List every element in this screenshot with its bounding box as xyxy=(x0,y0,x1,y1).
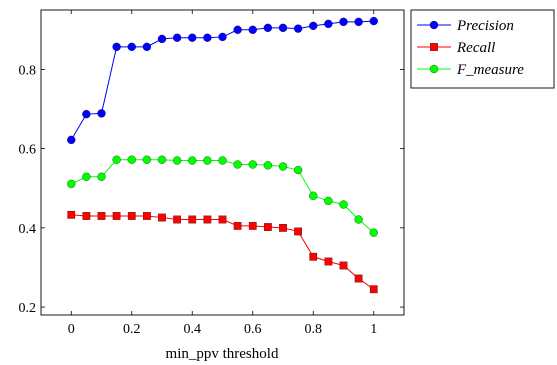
data-point-precision xyxy=(324,19,333,29)
data-point-precision xyxy=(278,23,288,32)
legend-marker-precision xyxy=(429,20,439,30)
data-point-precision xyxy=(142,42,152,51)
data-point-precision xyxy=(233,25,242,34)
data-point-precision xyxy=(203,33,212,42)
data-point-f-measure xyxy=(142,155,152,164)
data-point-recall xyxy=(188,215,197,224)
data-point-f-measure xyxy=(248,160,257,169)
data-point-f-measure xyxy=(67,179,76,189)
data-point-f-measure xyxy=(188,156,197,165)
data-point-f-measure xyxy=(112,155,121,164)
series-precision xyxy=(67,16,378,145)
series-recall xyxy=(67,210,378,294)
data-point-recall xyxy=(173,215,181,224)
data-point-f-measure xyxy=(293,165,303,175)
data-point-precision xyxy=(97,109,106,118)
data-point-f-measure xyxy=(172,156,182,165)
y-tick-label: 0.4 xyxy=(19,222,37,237)
data-point-f-measure xyxy=(369,228,378,237)
data-point-recall xyxy=(203,215,212,224)
legend-item-f-measure: F_measure xyxy=(417,62,524,78)
data-point-f-measure xyxy=(309,191,318,200)
data-point-recall xyxy=(339,261,348,270)
data-point-precision xyxy=(157,34,167,44)
plot-area: 0 0.2 0.4 0.6 0.8 1 0.2 0.4 0.6 0.8 xyxy=(19,9,405,337)
data-point-precision xyxy=(218,32,227,42)
data-point-f-measure xyxy=(354,215,363,224)
x-tick-label: 0.4 xyxy=(184,322,202,337)
data-point-f-measure xyxy=(127,155,136,164)
x-axis-title: min_ppv threshold xyxy=(166,346,279,362)
x-tick-label: 0.6 xyxy=(244,322,262,337)
legend-item-recall: Recall xyxy=(417,40,495,56)
data-point-recall xyxy=(112,212,121,220)
data-point-precision xyxy=(82,110,91,119)
data-point-recall xyxy=(97,212,106,220)
data-point-recall xyxy=(294,227,302,236)
y-tick-label: 0.6 xyxy=(19,143,37,158)
legend-label-recall: Recall xyxy=(456,40,495,56)
data-point-recall xyxy=(248,222,257,230)
data-point-precision xyxy=(339,17,348,27)
y-tick-label: 0.2 xyxy=(19,301,37,316)
data-point-recall xyxy=(309,252,318,261)
data-point-precision xyxy=(67,135,76,145)
data-point-recall xyxy=(354,274,363,283)
data-point-recall xyxy=(264,223,272,231)
series-f-measure xyxy=(67,155,378,237)
legend: Precision Recall F_measure xyxy=(410,9,555,89)
legend-label-precision: Precision xyxy=(456,18,514,34)
data-point-recall xyxy=(369,285,378,294)
data-point-precision xyxy=(293,24,303,33)
x-tick-label: 0 xyxy=(68,322,75,337)
legend-item-precision: Precision xyxy=(417,18,514,34)
x-tick-label: 0.8 xyxy=(305,322,323,337)
data-point-f-measure xyxy=(339,200,348,209)
data-point-precision xyxy=(127,42,136,51)
data-point-f-measure xyxy=(263,161,273,170)
data-point-recall xyxy=(279,224,287,232)
data-point-recall xyxy=(127,212,136,220)
data-point-precision xyxy=(248,25,257,34)
data-point-recall xyxy=(233,222,242,230)
series-line-recall xyxy=(71,214,375,290)
data-point-recall xyxy=(82,212,91,220)
data-point-precision xyxy=(172,33,182,42)
x-tick-label: 0.2 xyxy=(123,322,141,337)
data-point-f-measure xyxy=(97,172,106,181)
data-point-precision xyxy=(354,17,363,27)
data-point-recall xyxy=(218,215,227,224)
data-point-precision xyxy=(188,33,197,42)
axis-frame xyxy=(40,9,405,316)
data-point-f-measure xyxy=(82,172,91,181)
legend-marker-recall xyxy=(430,43,438,51)
data-point-f-measure xyxy=(324,196,333,206)
data-point-precision xyxy=(112,42,121,51)
legend-marker-f-measure xyxy=(429,64,439,74)
legend-label-f-measure: F_measure xyxy=(456,62,524,78)
data-point-recall xyxy=(158,213,166,222)
data-point-recall xyxy=(143,212,151,220)
data-point-f-measure xyxy=(157,155,167,164)
data-point-f-measure xyxy=(278,162,288,171)
data-point-f-measure xyxy=(218,156,227,165)
data-point-recall xyxy=(67,210,76,219)
data-point-recall xyxy=(324,257,333,266)
data-point-f-measure xyxy=(203,156,212,165)
x-tick-label: 1 xyxy=(370,322,377,337)
data-point-precision xyxy=(369,16,378,26)
data-point-f-measure xyxy=(233,160,242,169)
data-point-precision xyxy=(263,23,273,32)
data-point-precision xyxy=(309,21,318,30)
y-tick-label: 0.8 xyxy=(19,63,37,78)
